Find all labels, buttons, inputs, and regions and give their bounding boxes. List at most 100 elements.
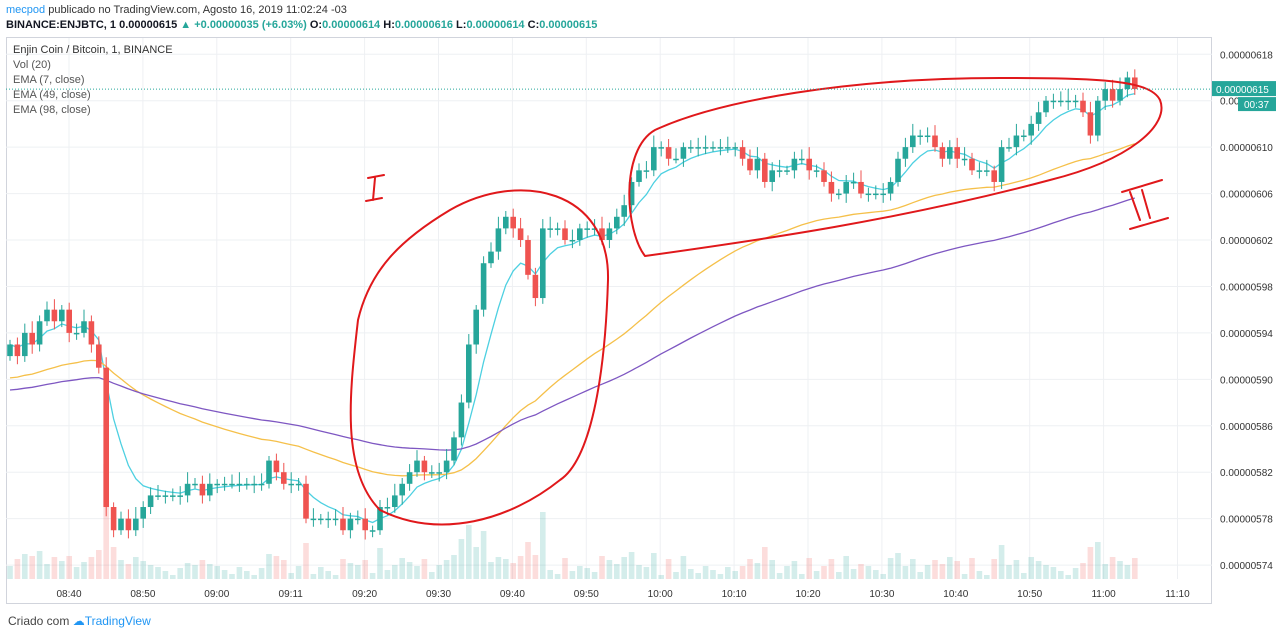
legend-ema98[interactable]: EMA (98, close)	[13, 104, 91, 116]
candle-body	[799, 158, 805, 161]
volume-bar	[725, 567, 731, 579]
candle-body	[22, 332, 28, 357]
time-tick-label: 11:10	[1165, 589, 1190, 600]
volume-bar	[584, 568, 590, 579]
price-tick-label: 0.00000574	[1220, 561, 1273, 572]
candle-body	[488, 251, 494, 264]
candle-body	[673, 158, 679, 161]
footer-created: Criado com	[8, 614, 70, 628]
ohlc-header: BINANCE:ENJBTC, 1 0.00000615 ▲ +0.000000…	[6, 19, 597, 31]
candle-body	[695, 147, 701, 149]
candle-body	[7, 344, 13, 357]
candle-body	[325, 518, 331, 521]
author-link[interactable]: mecpod	[6, 4, 46, 16]
volume-bar	[133, 557, 139, 579]
legend-vol[interactable]: Vol (20)	[13, 59, 51, 71]
close-label: C:	[527, 19, 540, 31]
volume-bar	[658, 575, 664, 579]
volume-bar	[495, 557, 502, 579]
candle-body	[495, 228, 502, 252]
volume-bar	[636, 565, 642, 579]
volume-bar	[1065, 575, 1071, 579]
candle-body	[813, 170, 820, 172]
candle-body	[266, 460, 272, 484]
candle-body	[747, 158, 753, 171]
legend-title: Enjin Coin / Bitcoin, 1, BINANCE	[13, 44, 173, 56]
candle-body	[547, 228, 553, 230]
candle-body	[984, 170, 990, 172]
ema-lines	[9, 92, 1135, 524]
candle-body	[791, 158, 798, 171]
candle-body	[554, 228, 561, 230]
volume-bar	[429, 572, 435, 579]
grid-lines	[6, 38, 1212, 579]
volume-bar	[828, 559, 835, 579]
volume-bar	[628, 552, 635, 579]
candle-body	[998, 147, 1005, 182]
legend-ema49[interactable]: EMA (49, close)	[13, 89, 91, 101]
publish-header: mecpod publicado no TradingView.com, Ago…	[6, 4, 347, 16]
candle-body	[118, 518, 124, 531]
legend-ema7[interactable]: EMA (7, close)	[13, 74, 85, 86]
countdown-tag-value: 00:37	[1244, 100, 1269, 111]
volume-bar	[747, 559, 753, 579]
volume-bar	[22, 554, 28, 579]
ellipse-zone-one	[349, 189, 610, 526]
candle-body	[73, 332, 80, 335]
volume-bar	[303, 543, 309, 579]
volume-bar	[229, 574, 235, 579]
volume-bar	[7, 566, 13, 579]
volume-bar	[140, 561, 146, 579]
volume-bar	[1117, 561, 1123, 579]
volume-bar	[880, 574, 886, 579]
candle-body	[1035, 112, 1042, 124]
volume-bar	[1006, 565, 1012, 579]
volume-bar	[902, 566, 909, 579]
volume-bar	[436, 565, 442, 579]
candle-body	[59, 309, 65, 322]
candle-body	[762, 158, 768, 182]
footer-brand[interactable]: TradingView	[84, 614, 151, 628]
candle-body	[665, 147, 672, 159]
chart-frame[interactable]	[6, 37, 1212, 604]
candle-body	[318, 518, 324, 521]
candle-body	[947, 147, 953, 159]
volume-bar	[1109, 557, 1116, 579]
volume-bar	[162, 571, 169, 579]
volume-bar	[118, 560, 124, 579]
volume-bar	[969, 558, 975, 579]
candle-body	[340, 518, 346, 531]
candle-body	[1095, 100, 1101, 136]
candles	[7, 69, 1138, 540]
price-tick-label: 0.00000606	[1220, 190, 1273, 201]
candle-body	[147, 495, 154, 508]
volume-bar	[258, 568, 265, 579]
volume-bar	[569, 571, 576, 579]
candle-body	[976, 170, 983, 172]
candle-body	[96, 344, 102, 368]
candle-body	[821, 170, 827, 182]
volume-bar	[406, 562, 413, 579]
candle-body	[710, 147, 716, 149]
candle-body	[636, 170, 642, 182]
candle-body	[81, 321, 87, 333]
volume-bar	[998, 545, 1005, 579]
candle-body	[961, 158, 968, 161]
candle-body	[806, 158, 812, 171]
volume-bar	[665, 559, 672, 579]
candle-body	[110, 507, 117, 531]
candle-body	[917, 135, 923, 138]
candle-body	[36, 321, 43, 345]
candle-body	[236, 483, 243, 486]
volume-bar	[14, 559, 21, 579]
volume-bar	[821, 566, 827, 579]
candle-body	[177, 495, 183, 497]
candle-body	[399, 483, 405, 496]
candle-body	[221, 483, 228, 486]
volume-bar	[73, 567, 80, 579]
price-tick-label: 0.00000578	[1220, 515, 1273, 526]
volume-bar	[540, 512, 546, 579]
volume-bar	[510, 563, 516, 579]
volume-bar	[1080, 563, 1086, 579]
